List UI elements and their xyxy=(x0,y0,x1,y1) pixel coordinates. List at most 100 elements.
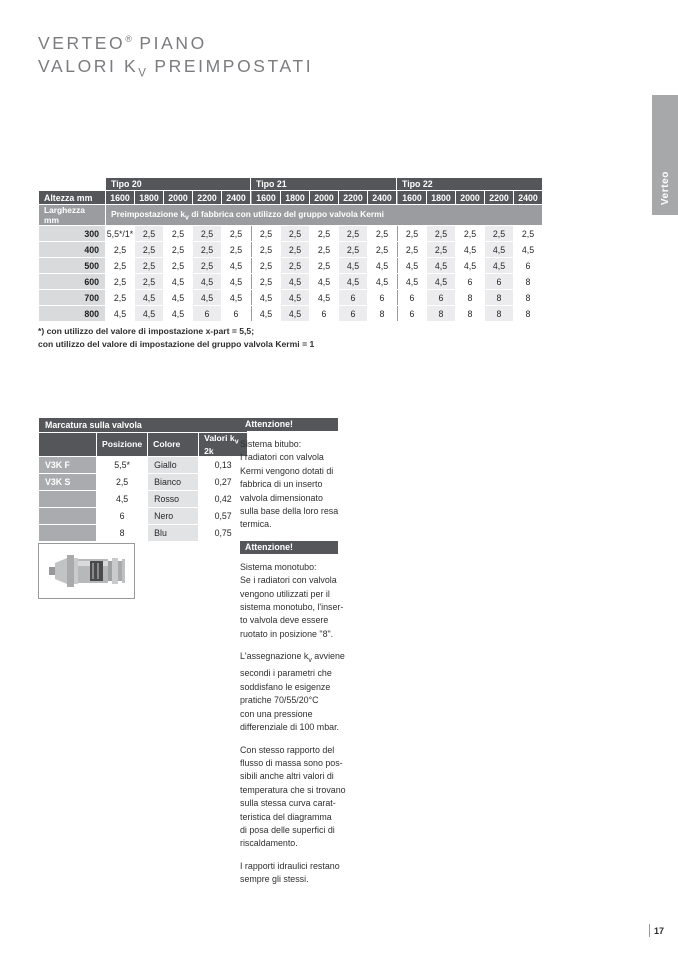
kv-value: 6 xyxy=(339,306,367,321)
colore-value: Giallo xyxy=(148,456,199,473)
note-paragraph: Con stesso rapporto del flusso di massa s… xyxy=(240,744,346,849)
col-header: 2200 xyxy=(339,191,367,204)
kv-value: 2,5 xyxy=(106,258,134,273)
kv-value: 4,5 xyxy=(456,258,484,273)
kv-value: 4,5 xyxy=(222,258,250,273)
kv-value: 6 xyxy=(310,306,338,321)
kv-value: 2,5 xyxy=(164,258,192,273)
section-tab-label: Verteo xyxy=(659,170,671,205)
posizione-value: 6 xyxy=(97,507,148,524)
group-header-2: Tipo 21 xyxy=(251,178,396,190)
row-label: 500 xyxy=(39,258,105,273)
attention-badge: Attenzione! xyxy=(240,540,338,554)
valve-type-label xyxy=(39,524,96,541)
table-corner xyxy=(39,178,105,190)
kv-value: 4,5 xyxy=(339,274,367,289)
colore-value: Nero xyxy=(148,507,199,524)
col-header: 2200 xyxy=(485,191,513,204)
kv-value: 4,5 xyxy=(193,290,221,305)
kv-value: 4,5 xyxy=(368,274,396,289)
kv-value: 4,5 xyxy=(368,258,396,273)
kv-value: 2,5 xyxy=(193,226,221,241)
row-label: 800 xyxy=(39,306,105,321)
kv-value: 4,5 xyxy=(106,306,134,321)
kv-preset-table: Tipo 20 Tipo 21 Tipo 22 Altezza mm 1600 1800 2… xyxy=(38,177,543,322)
kv-value: 2,5 xyxy=(310,242,338,257)
kv-value: 2,5 xyxy=(135,226,163,241)
row-label: 300 xyxy=(39,226,105,241)
kv2k-value: 0,13 xyxy=(199,456,248,473)
kv-value: 4,5 xyxy=(281,274,309,289)
kv-value: 4,5 xyxy=(427,274,455,289)
kv-value: 2,5 xyxy=(485,226,513,241)
col-header: 2000 xyxy=(164,191,192,204)
kv-value: 2,5 xyxy=(164,242,192,257)
page-title: VERTEO® PIANO VALORI KV PREIMPOSTATI xyxy=(38,28,313,85)
kv-value: 2,5 xyxy=(456,226,484,241)
kv-value: 4,5 xyxy=(514,242,542,257)
kv-value: 6 xyxy=(456,274,484,289)
marcatura-header-colore: Colore xyxy=(148,433,199,456)
kv-value: 2,5 xyxy=(164,226,192,241)
kv-value: 6 xyxy=(368,290,396,305)
note-paragraph: Sistema bitubo: I radiatori con valvola Ke… xyxy=(240,439,339,530)
kv-value: 8 xyxy=(514,274,542,289)
col-header: 2400 xyxy=(368,191,396,204)
group-header-3: Tipo 22 xyxy=(397,178,542,190)
kv-value: 4,5 xyxy=(222,290,250,305)
kv-value: 8 xyxy=(456,290,484,305)
kv-value: 2,5 xyxy=(251,258,280,273)
kv-value: 6 xyxy=(397,306,426,321)
kv-value: 2,5 xyxy=(135,258,163,273)
valve-insert-illustration xyxy=(38,543,135,599)
title-brand: VERTEO xyxy=(38,32,126,53)
kv-value: 2,5 xyxy=(193,258,221,273)
kv-value: 2,5 xyxy=(310,226,338,241)
kv-value: 4,5 xyxy=(310,290,338,305)
kv-value: 4,5 xyxy=(164,274,192,289)
kv-value: 2,5 xyxy=(135,242,163,257)
kv-value: 4,5 xyxy=(485,258,513,273)
footnote-2: con utilizzo del valore di impostazione … xyxy=(38,339,315,349)
footnotes: *) con utilizzo del valore di impostazio… xyxy=(38,325,314,351)
row-header-altezza: Altezza mm xyxy=(39,191,105,204)
title-line2-pre: VALORI K xyxy=(38,55,139,76)
kv-value: 4,5 xyxy=(251,290,280,305)
kv2k-value: 0,75 xyxy=(199,524,248,541)
row-label: 400 xyxy=(39,242,105,257)
kv-value: 2,5 xyxy=(310,258,338,273)
title-series: PIANO xyxy=(131,32,207,53)
attention-badge: Attenzione! xyxy=(240,418,338,431)
kv-value: 2,5 xyxy=(397,226,426,241)
footer-divider xyxy=(649,924,650,937)
row-header-larghezza: Larghezza mm xyxy=(39,205,105,225)
posizione-value: 4,5 xyxy=(97,490,148,507)
kv-value: 6 xyxy=(222,306,250,321)
kv-value: 2,5 xyxy=(368,242,396,257)
kv-value: 2,5 xyxy=(222,226,250,241)
kv-value: 6 xyxy=(514,258,542,273)
kv-value: 4,5 xyxy=(281,306,309,321)
col-header: 2000 xyxy=(310,191,338,204)
kv-value: 4,5 xyxy=(427,258,455,273)
kv-value: 6 xyxy=(427,290,455,305)
footnote-1: *) con utilizzo del valore di impostazio… xyxy=(38,326,255,336)
kv-value: 2,5 xyxy=(514,226,542,241)
kv-value: 6 xyxy=(193,306,221,321)
valve-type-label: V3K S xyxy=(39,473,96,490)
kv-value: 2,5 xyxy=(281,226,309,241)
kv2k-value: 0,27 xyxy=(199,473,248,490)
section-tab-verteo: Verteo xyxy=(652,95,678,215)
kv-value: 2,5 xyxy=(193,242,221,257)
kv-value: 2,5 xyxy=(281,242,309,257)
col-header: 2200 xyxy=(193,191,221,204)
note-paragraph: Sistema monotubo: Se i radiatori con valv… xyxy=(240,561,344,639)
col-header: 1800 xyxy=(427,191,455,204)
kv-value: 2,5 xyxy=(106,290,134,305)
kv-value: 4,5 xyxy=(397,274,426,289)
note-paragraph: L'assegnazione kv avviene secondi i param… xyxy=(240,651,345,733)
kv-value: 4,5 xyxy=(135,290,163,305)
kv-value: 2,5 xyxy=(339,226,367,241)
registered-mark: ® xyxy=(125,34,132,44)
kv-value: 2,5 xyxy=(397,242,426,257)
